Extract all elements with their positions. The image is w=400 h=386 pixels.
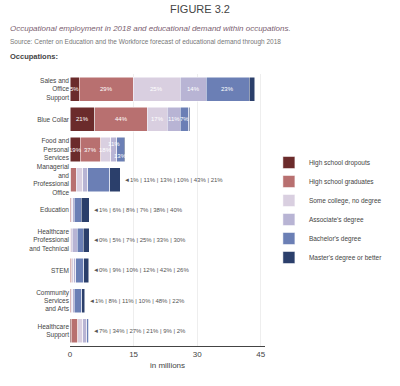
svg-text:Source: Center on Education an: Source: Center on Education and the Work…: [10, 38, 281, 46]
svg-text:FIGURE 3.2: FIGURE 3.2: [170, 3, 230, 15]
svg-text:11%: 11%: [168, 116, 180, 122]
svg-text:◄1% | 6% | 8% | 7% | 38% | 40%: ◄1% | 6% | 8% | 7% | 38% | 40%: [93, 207, 183, 213]
svg-text:HealthcareSupport: HealthcareSupport: [38, 323, 70, 339]
svg-text:30: 30: [193, 350, 202, 359]
svg-text:15: 15: [129, 350, 138, 359]
svg-text:◄7% | 34% | 27% | 21% | 9% | 2: ◄7% | 34% | 27% | 21% | 9% | 2%: [93, 328, 186, 334]
svg-text:5%: 5%: [70, 86, 79, 92]
svg-text:Bachelor's degree: Bachelor's degree: [309, 235, 362, 243]
svg-text:◄0% | 5% | 7% | 25% | 33% | 30: ◄0% | 5% | 7% | 25% | 33% | 30%: [93, 237, 186, 243]
svg-text:HealthcareProfessionaland Tech: HealthcareProfessionaland Technical: [29, 228, 69, 252]
svg-text:45: 45: [256, 350, 265, 359]
svg-text:◄0% | 9% | 10% | 12% | 42% | 2: ◄0% | 9% | 10% | 12% | 42% | 26%: [93, 267, 189, 273]
svg-text:◄1% | 11% | 13% | 10% | 43% |: ◄1% | 11% | 13% | 10% | 43% | 21%: [124, 177, 223, 183]
svg-text:14%: 14%: [187, 86, 200, 92]
svg-text:29%: 29%: [100, 86, 113, 92]
svg-text:25%: 25%: [150, 86, 163, 92]
svg-text:21%: 21%: [76, 116, 89, 122]
svg-text:◄1% | 8% | 11% | 10% | 48% | 2: ◄1% | 8% | 11% | 10% | 48% | 22%: [89, 298, 185, 304]
svg-text:11%: 11%: [108, 141, 120, 147]
svg-text:Associate's degree: Associate's degree: [309, 216, 364, 224]
svg-text:High school graduates: High school graduates: [309, 178, 374, 186]
svg-text:Occupations:: Occupations:: [10, 52, 58, 61]
svg-text:Sales andOfficeSupport: Sales andOfficeSupport: [40, 77, 69, 102]
svg-text:Blue Collar: Blue Collar: [37, 116, 70, 123]
svg-text:ManagerialandProfessionalOffic: ManagerialandProfessionalOffice: [33, 163, 69, 195]
svg-text:Occupational employment in 201: Occupational employment in 2018 and educ…: [10, 24, 291, 33]
svg-text:STEM: STEM: [51, 267, 69, 274]
svg-text:High school dropouts: High school dropouts: [309, 159, 371, 167]
svg-text:37%: 37%: [84, 147, 97, 153]
svg-text:in millions: in millions: [150, 361, 185, 370]
svg-text:Some college, no degree: Some college, no degree: [309, 197, 382, 205]
svg-text:17%: 17%: [151, 116, 164, 122]
svg-text:Education: Education: [40, 206, 69, 213]
svg-text:0: 0: [68, 350, 73, 359]
svg-text:18%: 18%: [99, 147, 112, 153]
svg-text:19%: 19%: [69, 147, 82, 153]
svg-text:13%: 13%: [114, 153, 127, 159]
svg-text:23%: 23%: [221, 86, 234, 92]
svg-text:Food andPersonalServices: Food andPersonalServices: [42, 137, 70, 161]
svg-text:7%: 7%: [180, 116, 189, 122]
svg-text:Master's degree or better: Master's degree or better: [309, 254, 382, 262]
svg-text:44%: 44%: [115, 116, 128, 122]
svg-text:CommunityServicesand Arts: CommunityServicesand Arts: [36, 288, 70, 312]
